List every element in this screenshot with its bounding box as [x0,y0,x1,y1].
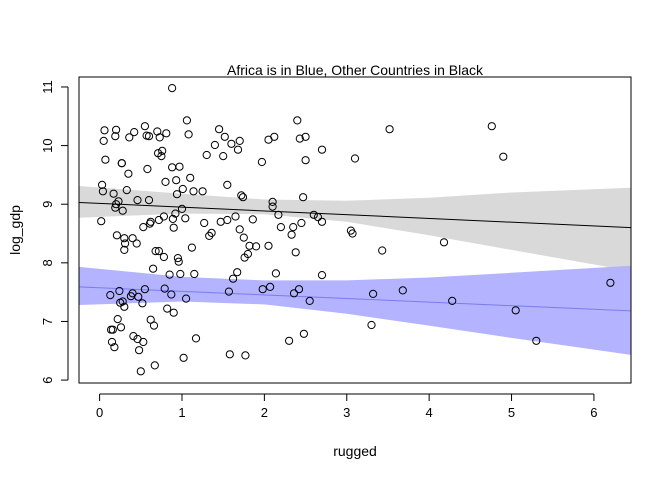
x-tick-label: 3 [343,405,350,420]
x-tick-label: 2 [261,405,268,420]
y-tick-label: 8 [40,259,55,266]
y-tick-label: 6 [40,376,55,383]
y-tick-label: 9 [40,201,55,208]
chart-title: Africa is in Blue, Other Countries in Bl… [227,62,484,78]
x-tick-label: 6 [590,405,597,420]
x-tick-label: 5 [508,405,515,420]
x-axis-title: rugged [333,443,377,459]
x-tick-label: 1 [178,405,185,420]
y-tick-label: 10 [40,138,55,152]
y-tick-label: 11 [40,80,55,94]
y-tick-label: 7 [40,318,55,325]
y-axis-title: log_gdp [7,205,23,255]
x-tick-label: 4 [426,405,433,420]
x-tick-label: 0 [96,405,103,420]
